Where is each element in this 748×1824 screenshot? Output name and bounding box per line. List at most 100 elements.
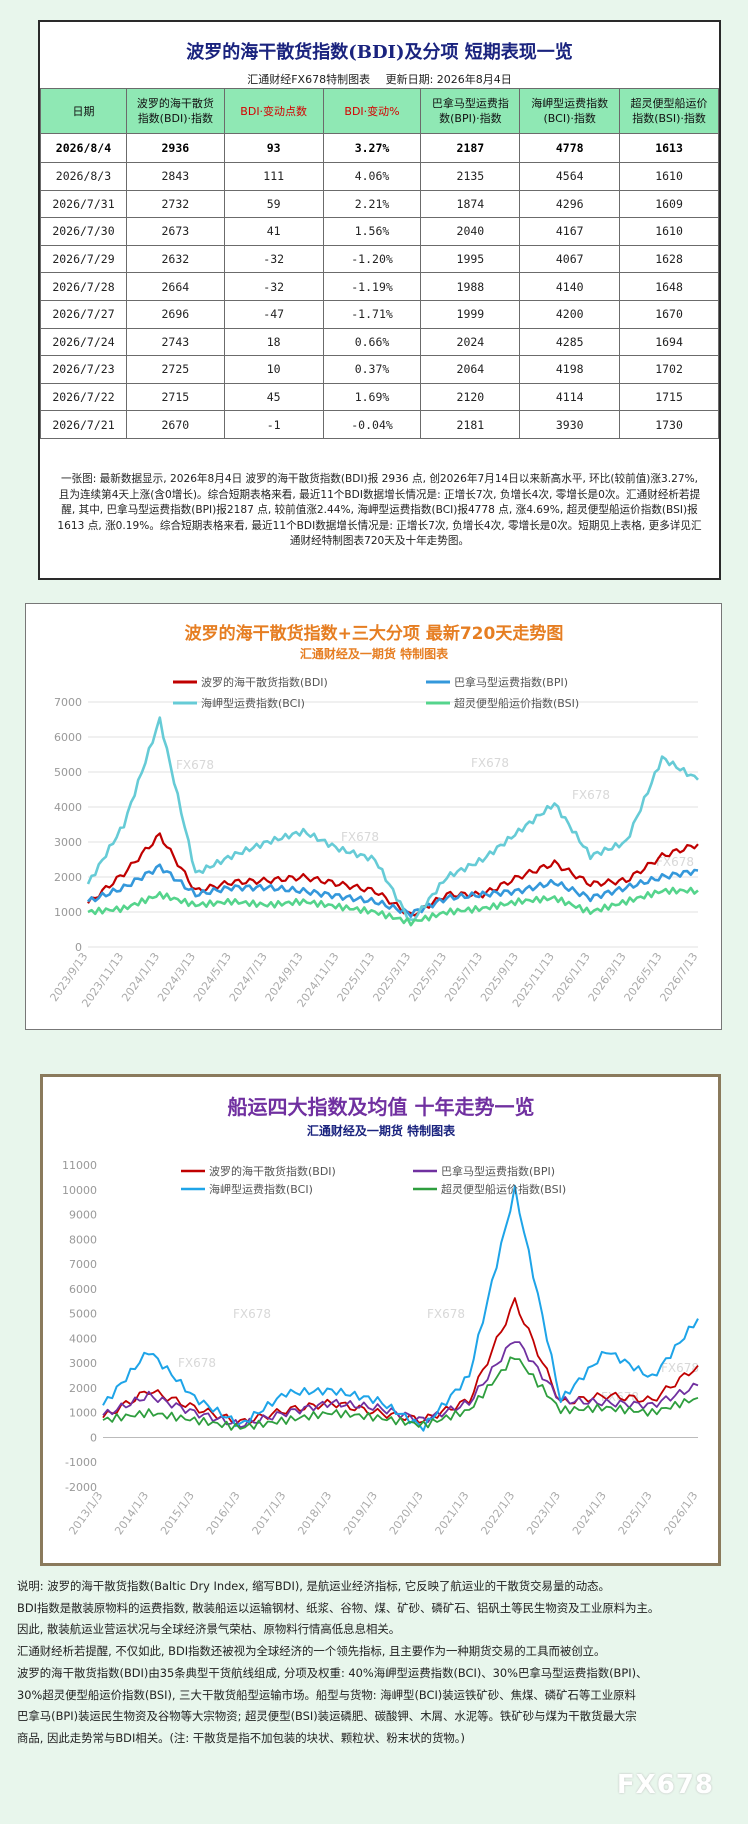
x-tick-label: 2024/1/3	[570, 1489, 609, 1537]
footer-line: BDI指数是散装原物料的运费指数, 散装船运以运输钢材、纸浆、谷物、煤、矿砂、磷…	[17, 1600, 660, 1615]
table-subtitle: 汇通财经FX678特制图表 更新日期: 2026年8月4日	[40, 71, 719, 87]
table-cell: 2026/7/24	[40, 327, 127, 357]
short-term-table-panel: 波罗的海干散货指数(BDI)及分项 短期表现一览 汇通财经FX678特制图表 更…	[38, 20, 721, 580]
col-bsi-line1: 超灵便型船运价	[630, 97, 708, 110]
table-cell: -32	[223, 272, 324, 301]
table-cell: 2632	[125, 244, 225, 274]
footer-line: 说明: 波罗的海干散货指数(Baltic Dry Index, 缩写BDI), …	[17, 1579, 610, 1593]
table-cell: -0.04%	[322, 410, 422, 439]
table-cell: -1	[223, 410, 324, 439]
table-cell: 18	[223, 327, 324, 357]
y-tick-label: 2000	[54, 871, 82, 884]
table-cell: 2026/7/31	[40, 189, 127, 219]
table-cell: 0.37%	[322, 355, 422, 384]
col-bsi-line2: 指数(BSI)·指数	[632, 112, 706, 125]
table-cell: 4067	[519, 244, 621, 274]
x-tick-label: 2026/1/3	[661, 1489, 700, 1537]
table-cell: 1999	[420, 299, 521, 329]
table-cell: 1610	[619, 217, 719, 246]
chart-watermark: FX678	[176, 758, 214, 772]
legend-label: 巴拿马型运费指数(BPI)	[441, 1164, 555, 1178]
table-cell: 4198	[519, 355, 621, 384]
footer-line: 30%超灵便型船运价指数(BSI), 三大干散货船型运输市场。船型与货物: 海岬…	[17, 1687, 636, 1702]
chart-watermark: FX678	[427, 1307, 465, 1321]
legend-label: 海岬型运费指数(BCI)	[209, 1182, 313, 1196]
chart-watermark: FX678	[471, 756, 509, 770]
chart-title: 波罗的海干散货指数+三大分项 最新720天走势图	[185, 623, 564, 644]
table-cell: -32	[223, 244, 324, 274]
x-tick-label: 2017/1/3	[250, 1489, 289, 1537]
table-cell: 1694	[619, 327, 719, 357]
table-row: 2026/7/31 2732 59 2.21% 1874 4296 1609	[40, 189, 719, 219]
chart-subtitle: 汇通财经及一期货 特制图表	[307, 1123, 456, 1138]
table-cell: 2181	[420, 410, 521, 439]
x-tick-label: 2025/1/3	[616, 1489, 655, 1537]
x-tick-label: 2020/1/3	[387, 1489, 426, 1537]
legend-label: 波罗的海干散货指数(BDI)	[201, 675, 328, 689]
footer-line: 巴拿马(BPI)装运民生物资及谷物等大宗物资; 超灵便型(BSI)装运磷肥、碳酸…	[17, 1709, 637, 1724]
table-cell: -1.71%	[322, 299, 422, 329]
table-cell: 1.56%	[322, 217, 422, 246]
table-cell: 1995	[420, 244, 521, 274]
col-bci-line1: 海岬型运费指数	[531, 97, 609, 110]
y-tick-label: 4000	[54, 801, 82, 814]
table-cell: 4140	[519, 272, 621, 301]
series-line	[87, 863, 699, 918]
y-tick-label: 1000	[69, 1407, 97, 1420]
y-tick-label: 1000	[54, 906, 82, 919]
x-tick-label: 2023/1/3	[524, 1489, 563, 1537]
series-line	[102, 1184, 699, 1432]
table-cell: 4.06%	[322, 162, 422, 191]
table-cell: 1670	[619, 299, 719, 329]
chart-watermark: FX678	[656, 855, 694, 869]
table-row: 2026/7/21 2670 -1 -0.04% 2181 3930 1730	[40, 410, 719, 439]
table-cell: 2664	[125, 272, 225, 301]
table-note: 一张图: 最新数据显示, 2026年8月4日 波罗的海干散货指数(BDI)报 2…	[57, 473, 702, 547]
table-cell: 1628	[619, 244, 719, 274]
y-tick-label: 7000	[69, 1258, 97, 1271]
y-tick-label: 10000	[62, 1184, 97, 1197]
col-bpi-line1: 巴拿马型运费指	[431, 97, 509, 110]
series-line	[87, 886, 699, 927]
chart-10y-panel: 船运四大指数及均值 十年走势一览 汇通财经及一期货 特制图表 -2000 -1000 0…	[40, 1074, 721, 1566]
brand-watermark: FX678	[616, 1770, 714, 1800]
table-header-row: 日期 波罗的海干散货 指数(BDI)·指数 BDI·变动点数 BDI·变动% 巴拿…	[40, 88, 719, 134]
table-cell: 2936	[125, 133, 225, 163]
chart-subtitle: 汇通财经及一期货 特制图表	[300, 646, 449, 661]
chart-watermark: FX678	[661, 1361, 699, 1375]
table-cell: 0.66%	[322, 327, 422, 357]
table-cell: 3930	[519, 410, 621, 439]
table-cell: 2135	[420, 162, 521, 191]
table-cell: 2026/7/30	[40, 217, 127, 246]
col-bdi-line1: 波罗的海干散货	[136, 97, 214, 110]
x-tick-label: 2015/1/3	[158, 1489, 197, 1537]
col-date-label: 日期	[72, 104, 95, 118]
table-cell: 1613	[619, 133, 719, 163]
chart-watermark: FX678	[233, 1307, 271, 1321]
table-cell: 93	[223, 133, 324, 163]
series-line	[87, 832, 699, 917]
y-tick-label: 8000	[69, 1233, 97, 1246]
table-cell: 2743	[125, 327, 225, 357]
series-line	[102, 1356, 699, 1431]
table-update-date: 更新日期: 2026年8月4日	[385, 73, 512, 86]
y-tick-label: 2000	[69, 1382, 97, 1395]
table-row: 2026/7/23 2725 10 0.37% 2064 4198 1702	[40, 355, 719, 384]
col-bci-line2: (BCI)·指数	[543, 112, 596, 125]
y-tick-label: -2000	[65, 1481, 97, 1494]
col-bpi-line2: 数(BPI)·指数	[439, 112, 502, 125]
table-row: 2026/8/4 2936 93 3.27% 2187 4778 1613	[40, 133, 719, 163]
chart-watermark: FX678	[341, 830, 379, 844]
table-cell: 2670	[125, 410, 225, 439]
footer-line: 波罗的海干散货指数(BDI)由35条典型干货航线组成, 分项及权重: 40%海岬…	[17, 1665, 648, 1680]
col-change-points: BDI·变动点数	[223, 88, 324, 134]
table-cell: 1988	[420, 272, 521, 301]
col-date: 日期	[40, 88, 127, 134]
table-cell: 10	[223, 355, 324, 384]
y-tick-label: 5000	[69, 1308, 97, 1321]
table-cell: -1.19%	[322, 272, 422, 301]
table-cell: 2120	[420, 382, 521, 412]
col-bdi-line2: 指数(BDI)·指数	[137, 112, 214, 125]
legend-label: 超灵便型船运价指数(BSI)	[441, 1182, 566, 1196]
